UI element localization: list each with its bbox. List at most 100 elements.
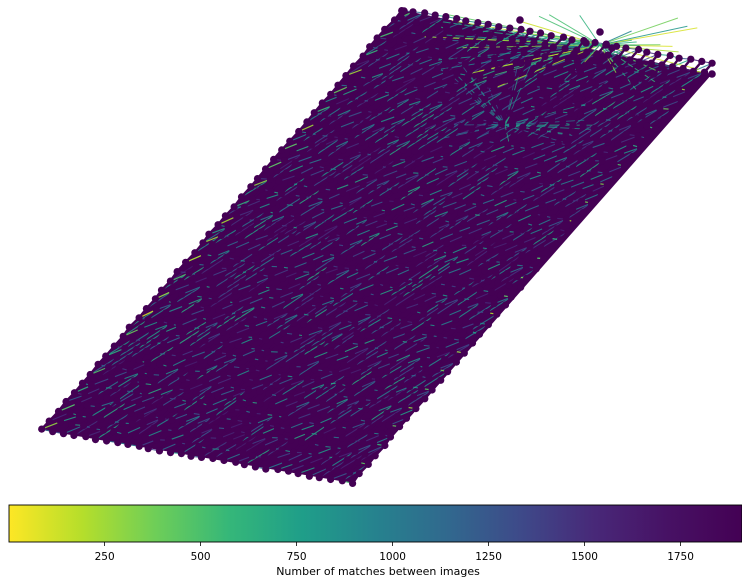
camera-node — [433, 65, 442, 73]
camera-node — [376, 259, 385, 267]
match-edge — [429, 105, 456, 122]
camera-node — [342, 156, 351, 164]
camera-node — [201, 336, 209, 344]
camera-node — [359, 180, 367, 188]
camera-node — [379, 56, 387, 64]
camera-node — [396, 251, 404, 259]
camera-node — [365, 129, 373, 137]
camera-node — [490, 226, 498, 234]
camera-node — [152, 306, 160, 314]
camera-node — [209, 369, 217, 377]
camera-node — [675, 54, 683, 62]
camera-node — [583, 134, 591, 143]
camera-node — [569, 121, 577, 129]
camera-node — [303, 173, 311, 181]
match-edge — [463, 248, 491, 268]
camera-node — [486, 245, 494, 253]
camera-node — [301, 332, 309, 340]
camera-node — [406, 125, 414, 133]
camera-node — [418, 41, 426, 49]
camera-node — [517, 283, 525, 291]
camera-node — [537, 29, 545, 37]
camera-node — [223, 297, 231, 305]
camera-node — [492, 269, 500, 277]
camera-node — [233, 385, 241, 393]
camera-node — [315, 259, 323, 267]
match-edge — [538, 218, 567, 237]
match-edge — [347, 155, 375, 174]
camera-node — [447, 79, 455, 87]
camera-node — [175, 352, 183, 360]
camera-node — [172, 385, 180, 393]
camera-node — [541, 224, 550, 232]
camera-node — [179, 375, 187, 383]
camera-node — [378, 430, 386, 438]
camera-node — [300, 406, 308, 414]
camera-node — [393, 155, 401, 163]
camera-node — [305, 216, 313, 224]
camera-node — [338, 349, 346, 357]
match-edge — [173, 285, 204, 304]
match-edge — [322, 300, 350, 318]
camera-node — [370, 311, 378, 319]
camera-node — [197, 356, 205, 365]
camera-node — [258, 185, 266, 193]
camera-node — [137, 412, 145, 420]
camera-node — [318, 185, 326, 193]
camera-node — [135, 442, 143, 450]
camera-node — [502, 185, 510, 193]
camera-node — [442, 239, 451, 247]
match-edge — [633, 108, 661, 125]
camera-node — [322, 367, 330, 375]
camera-node — [391, 186, 399, 194]
camera-node — [605, 64, 613, 72]
camera-node — [91, 392, 99, 400]
camera-node — [323, 293, 331, 301]
camera-node — [452, 228, 460, 237]
camera-node — [355, 256, 363, 265]
camera-node — [550, 214, 558, 222]
camera-node — [396, 294, 404, 302]
camera-node — [222, 340, 230, 348]
match-edge — [132, 406, 161, 425]
camera-node — [541, 53, 549, 61]
camera-node — [372, 323, 380, 331]
camera-node — [385, 78, 393, 86]
camera-node — [356, 84, 364, 92]
camera-node — [166, 363, 174, 371]
camera-node — [262, 379, 271, 387]
match-edge — [115, 372, 142, 389]
match-edge — [423, 125, 451, 142]
camera-node — [325, 464, 333, 472]
camera-node — [540, 170, 548, 178]
camera-node — [294, 427, 302, 435]
camera-node — [132, 388, 141, 396]
camera-node — [460, 263, 468, 271]
camera-node — [178, 290, 186, 298]
camera-node — [504, 141, 512, 149]
camera-node — [646, 102, 654, 110]
camera-node — [477, 158, 485, 166]
camera-node — [299, 193, 307, 201]
camera-node — [387, 47, 395, 55]
camera-node — [104, 363, 113, 371]
camera-node — [452, 315, 460, 324]
camera-node — [526, 242, 534, 250]
camera-node — [167, 405, 175, 413]
camera-node — [516, 16, 524, 24]
camera-node — [398, 349, 406, 357]
camera-node — [239, 364, 247, 372]
camera-node — [516, 69, 524, 77]
camera-node — [519, 123, 527, 131]
camera-node — [608, 44, 616, 52]
match-edge — [378, 234, 407, 253]
camera-node — [468, 339, 477, 347]
match-edge — [365, 393, 394, 410]
camera-node — [537, 158, 545, 167]
camera-node — [265, 390, 273, 398]
camera-node — [651, 113, 659, 121]
camera-node — [458, 337, 466, 345]
camera-node — [462, 188, 470, 196]
match-edge — [380, 288, 410, 308]
camera-node — [419, 353, 427, 361]
